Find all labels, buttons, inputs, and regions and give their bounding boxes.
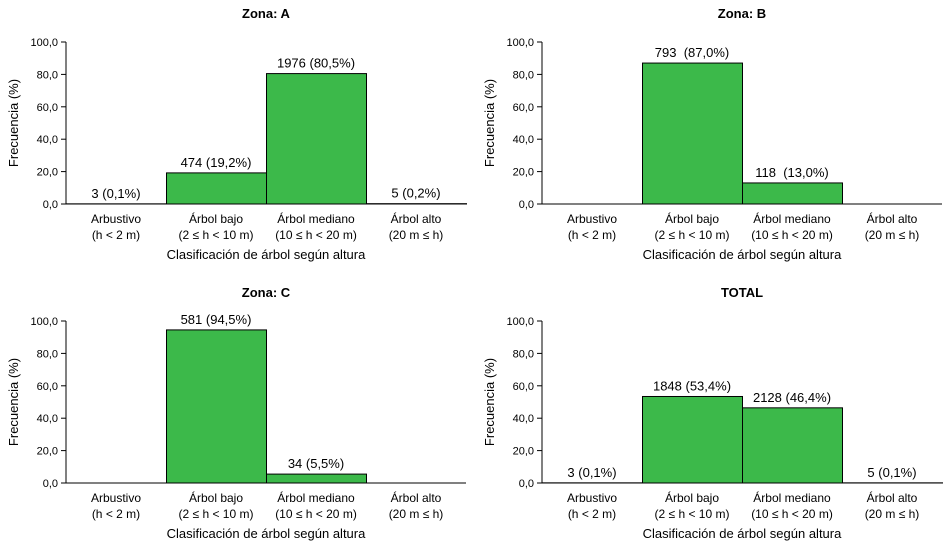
category-sublabel: (10 ≤ h < 20 m): [751, 228, 833, 242]
chart-panel: TOTAL Frecuencia (%) 0,0 20,0 40,0 60,0 80,0 10…: [482, 285, 943, 541]
y-tick-label: 40,0: [37, 413, 58, 425]
bar-data-label: 581 (94,5%): [181, 312, 252, 327]
bar: [266, 73, 367, 205]
category-sublabel: (h < 2 m): [568, 228, 616, 242]
y-tick-label: 40,0: [37, 134, 58, 146]
bar-data-label: 3 (0,1%): [567, 465, 616, 480]
category-sublabel: (2 ≤ h < 10 m): [655, 507, 730, 521]
bar: [742, 407, 843, 484]
category-label: Árbol alto: [391, 211, 442, 226]
bar-data-label: 3 (0,1%): [91, 186, 140, 201]
bar-data-label: 1848 (53,4%): [653, 378, 731, 393]
bar: [266, 473, 367, 484]
chart-title: TOTAL: [721, 285, 763, 300]
bar-data-label: 2128 (46,4%): [753, 390, 831, 405]
category-label: Árbol alto: [867, 211, 918, 226]
category-label: Árbol bajo: [189, 490, 243, 505]
y-tick-label: 80,0: [37, 69, 58, 81]
category-label: Árbol bajo: [665, 490, 719, 505]
category-sublabel: (h < 2 m): [92, 507, 140, 521]
category-sublabel: (20 m ≤ h): [865, 228, 920, 242]
y-tick-label: 20,0: [37, 167, 58, 179]
y-tick-label: 0,0: [43, 478, 58, 490]
y-tick-label: 60,0: [513, 102, 534, 114]
y-axis-label: Frecuencia (%): [6, 79, 21, 167]
y-tick-label: 40,0: [513, 134, 534, 146]
category-sublabel: (20 m ≤ h): [389, 228, 444, 242]
category-label: Árbol alto: [867, 490, 918, 505]
bar: [166, 329, 267, 484]
x-axis-label: Clasificación de árbol según altura: [643, 247, 842, 262]
category-sublabel: (20 m ≤ h): [389, 507, 444, 521]
chart-panel: Zona: B Frecuencia (%) 0,0 20,0 40,0 60,0 80,0…: [482, 6, 942, 262]
category-sublabel: (2 ≤ h < 10 m): [179, 507, 254, 521]
y-tick-label: 60,0: [37, 381, 58, 393]
x-axis-label: Clasificación de árbol según altura: [643, 526, 842, 541]
category-sublabel: (10 ≤ h < 20 m): [275, 507, 357, 521]
chart-panel: Zona: C Frecuencia (%) 0,0 20,0 40,0 60,0 80,0…: [6, 285, 466, 541]
category-label: Árbol bajo: [189, 211, 243, 226]
category-label: Árbol bajo: [665, 211, 719, 226]
bar-data-label: 5 (0,1%): [867, 465, 916, 480]
y-tick-label: 20,0: [513, 167, 534, 179]
category-label: Arbustivo: [567, 491, 617, 505]
y-tick-label: 100,0: [506, 316, 534, 328]
bar-data-label: 34 (5,5%): [288, 456, 344, 471]
category-sublabel: (h < 2 m): [568, 507, 616, 521]
category-label: Árbol mediano: [753, 211, 831, 226]
y-tick-label: 100,0: [30, 37, 58, 49]
category-sublabel: (10 ≤ h < 20 m): [275, 228, 357, 242]
x-axis-label: Clasificación de árbol según altura: [167, 526, 366, 541]
category-label: Árbol mediano: [277, 211, 355, 226]
y-tick-label: 20,0: [513, 446, 534, 458]
category-label: Árbol alto: [391, 490, 442, 505]
y-tick-label: 60,0: [37, 102, 58, 114]
bar: [742, 182, 843, 205]
bar-data-label: 474 (19,2%): [181, 155, 252, 170]
category-sublabel: (h < 2 m): [92, 228, 140, 242]
y-tick-label: 40,0: [513, 413, 534, 425]
category-sublabel: (2 ≤ h < 10 m): [655, 228, 730, 242]
category-label: Árbol mediano: [277, 490, 355, 505]
y-tick-label: 0,0: [43, 199, 58, 211]
x-axis-label: Clasificación de árbol según altura: [167, 247, 366, 262]
bar: [166, 172, 267, 205]
category-sublabel: (20 m ≤ h): [865, 507, 920, 521]
chart-title: Zona: B: [718, 6, 766, 21]
y-tick-label: 20,0: [37, 446, 58, 458]
y-tick-label: 80,0: [513, 69, 534, 81]
category-label: Arbustivo: [91, 212, 141, 226]
y-tick-label: 80,0: [513, 348, 534, 360]
category-label: Arbustivo: [91, 491, 141, 505]
y-axis-label: Frecuencia (%): [482, 79, 497, 167]
y-axis-label: Frecuencia (%): [482, 358, 497, 446]
y-tick-label: 100,0: [506, 37, 534, 49]
chart-title: Zona: C: [242, 285, 291, 300]
chart-panel: Zona: A Frecuencia (%) 0,0 20,0 40,0 60,0 80,0…: [6, 6, 467, 262]
bar: [642, 395, 743, 484]
bar-data-label: 118 (13,0%): [755, 165, 828, 180]
bar-data-label: 1976 (80,5%): [277, 56, 355, 71]
category-label: Arbustivo: [567, 212, 617, 226]
y-tick-label: 60,0: [513, 381, 534, 393]
category-sublabel: (2 ≤ h < 10 m): [179, 228, 254, 242]
chart-title: Zona: A: [242, 6, 291, 21]
category-sublabel: (10 ≤ h < 20 m): [751, 507, 833, 521]
category-label: Árbol mediano: [753, 490, 831, 505]
bar-data-label: 793 (87,0%): [655, 45, 729, 60]
y-axis-label: Frecuencia (%): [6, 358, 21, 446]
y-tick-label: 100,0: [30, 316, 58, 328]
y-tick-label: 0,0: [519, 478, 534, 490]
bar-data-label: 5 (0,2%): [391, 186, 440, 201]
y-tick-label: 0,0: [519, 199, 534, 211]
y-tick-label: 80,0: [37, 348, 58, 360]
bar: [642, 62, 743, 205]
